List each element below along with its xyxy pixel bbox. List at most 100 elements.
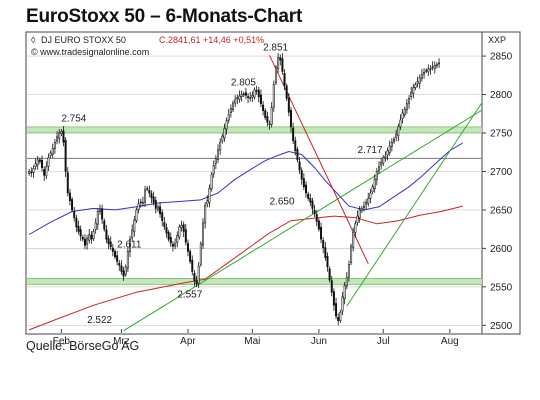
candle-body <box>360 208 363 211</box>
x-tick-label: Jun <box>311 336 327 347</box>
candle-body <box>259 94 262 105</box>
price-annotation: 2.717 <box>358 145 383 156</box>
candle-body <box>45 166 48 177</box>
candle-body <box>103 220 106 230</box>
candle-body <box>328 268 331 281</box>
candle-body <box>335 303 338 317</box>
candle-body <box>176 235 179 243</box>
candle-body <box>111 247 114 252</box>
candle-body <box>86 238 89 245</box>
candle-body <box>225 120 228 130</box>
candle-body <box>199 243 202 265</box>
price-annotation: 2.754 <box>61 113 86 124</box>
candle-body <box>405 103 408 111</box>
candle-body <box>380 161 383 166</box>
candle-body <box>212 165 215 175</box>
candle-body <box>354 223 357 233</box>
candle-body <box>88 234 91 241</box>
header-symbol: DJ EURO STOXX 50 <box>41 35 126 45</box>
candle-body <box>414 84 417 88</box>
candle-body <box>34 163 37 167</box>
candle-body <box>431 66 434 68</box>
candle-body <box>214 158 217 164</box>
candle-body <box>423 71 426 75</box>
candle-body <box>210 174 213 190</box>
x-tick-label: Feb <box>53 336 71 347</box>
x-tick-label: Apr <box>180 336 196 347</box>
candle-body <box>285 85 288 99</box>
candle-body <box>296 149 299 161</box>
x-tick-label: Jul <box>377 336 390 347</box>
candle-body <box>433 65 436 69</box>
candle-body <box>186 243 189 252</box>
price-annotation: 2.805 <box>231 77 256 88</box>
candle-body <box>32 168 35 173</box>
candle-body <box>83 238 86 246</box>
candle-body <box>247 96 250 98</box>
candle-body <box>236 97 239 99</box>
candle-body <box>129 238 132 252</box>
candle-body <box>204 205 207 224</box>
candle-body <box>105 229 108 240</box>
candle-body <box>81 237 84 240</box>
candle-body <box>350 245 353 263</box>
candle-body <box>300 170 303 180</box>
candle-body <box>277 57 280 70</box>
candle-body <box>191 259 194 272</box>
candle-body <box>122 270 125 277</box>
candle-body <box>201 222 204 246</box>
candle-body <box>326 256 329 268</box>
candle-body <box>167 232 170 240</box>
y-tick-label: 2700 <box>490 167 513 178</box>
price-annotation: 2.851 <box>263 43 288 54</box>
candle-body <box>68 192 71 201</box>
y-tick-label: 2850 <box>490 52 513 63</box>
candle-body <box>416 81 419 84</box>
candle-body <box>249 97 252 99</box>
candle-body <box>309 198 312 203</box>
candle-body <box>311 200 314 209</box>
candle-body <box>98 209 101 212</box>
support-band <box>27 126 482 133</box>
candle-body <box>313 209 316 215</box>
candle-body <box>356 215 359 223</box>
candle-body <box>279 57 282 61</box>
candle-body <box>418 77 421 84</box>
candle-body <box>126 251 129 269</box>
candle-body <box>90 234 93 240</box>
price-annotation: 2.557 <box>177 290 202 301</box>
candle-body <box>388 145 391 153</box>
candle-body <box>77 225 80 232</box>
candle-body <box>107 238 110 245</box>
candle-body <box>180 225 183 228</box>
candle-body <box>369 192 372 199</box>
candle-body <box>438 62 441 65</box>
candle-body <box>116 255 119 262</box>
candle-body <box>189 251 192 262</box>
candle-body <box>330 280 333 293</box>
candle-body <box>41 159 44 168</box>
y-tick-label: 2650 <box>490 205 513 216</box>
candle-body <box>133 219 136 233</box>
candle-body <box>113 251 116 258</box>
candle-body <box>94 222 97 230</box>
candle-body <box>390 141 393 147</box>
candle-body <box>393 138 396 142</box>
candle-body <box>174 243 177 247</box>
candle-body <box>152 196 155 203</box>
candle-body <box>287 97 290 113</box>
candle-body <box>28 171 31 174</box>
candle-body <box>242 93 245 96</box>
candle-body <box>373 178 376 189</box>
candle-body <box>229 108 232 113</box>
candle-body <box>232 102 235 110</box>
candle-body <box>64 140 67 172</box>
candle-body <box>324 247 327 258</box>
candle-body <box>197 265 200 284</box>
candle-body <box>358 209 361 219</box>
candle-body <box>307 193 310 199</box>
candle-body <box>208 188 211 203</box>
candle-body <box>435 64 438 67</box>
candle-body <box>408 98 411 104</box>
candle-body <box>36 159 39 166</box>
